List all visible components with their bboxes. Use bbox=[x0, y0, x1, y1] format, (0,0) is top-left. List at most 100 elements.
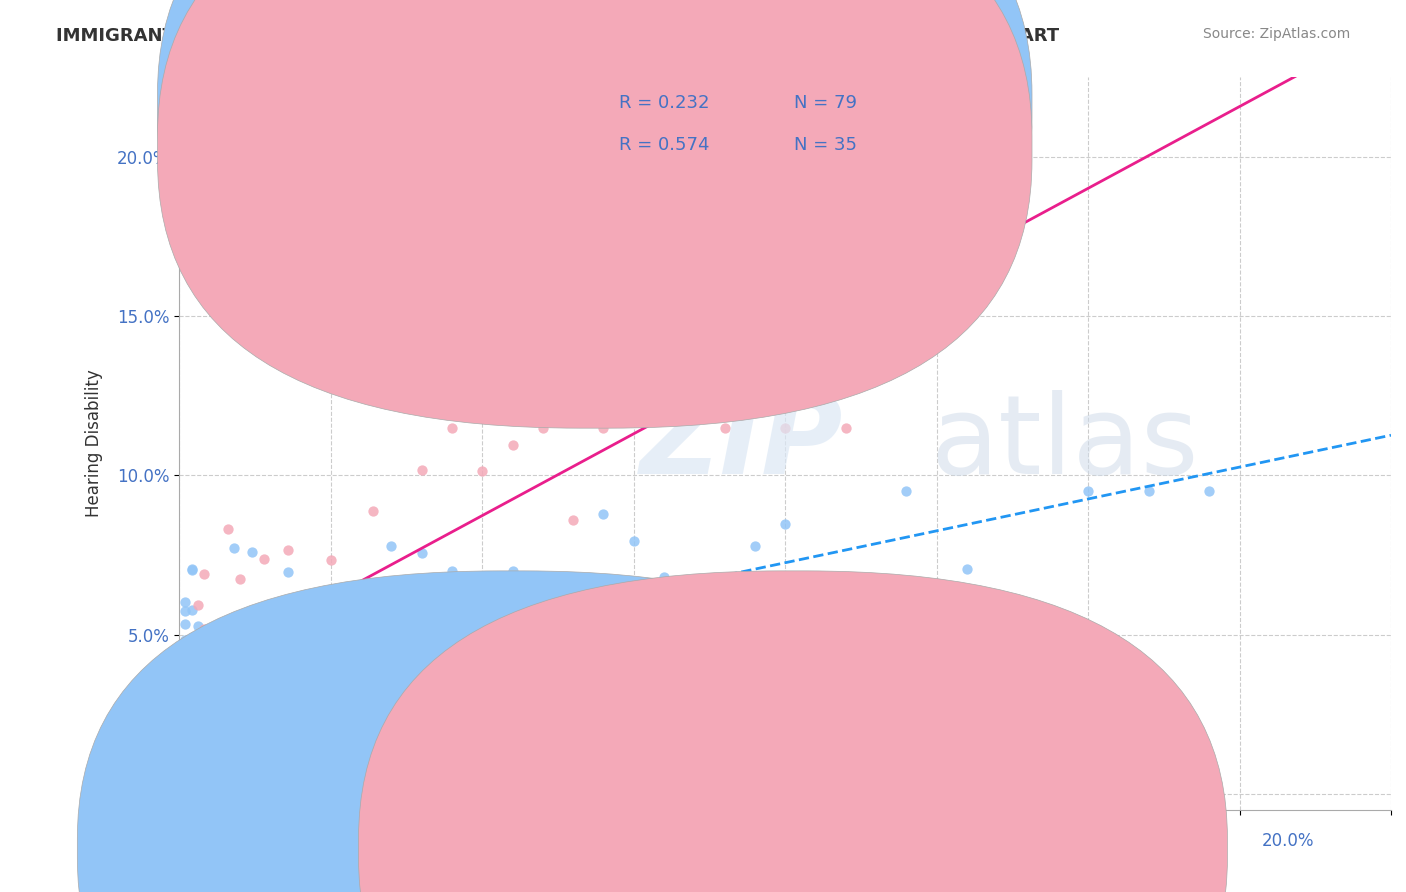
Point bbox=[198, 689, 221, 703]
Point bbox=[562, 671, 585, 685]
Point bbox=[180, 666, 202, 681]
Text: Source: ZipAtlas.com: Source: ZipAtlas.com bbox=[1202, 27, 1350, 41]
Point bbox=[180, 563, 202, 577]
Point bbox=[174, 617, 197, 632]
Point bbox=[713, 627, 735, 641]
Point bbox=[180, 646, 202, 660]
Point bbox=[253, 552, 276, 566]
Point bbox=[211, 737, 233, 751]
Text: 0.0%: 0.0% bbox=[91, 831, 134, 849]
Point bbox=[180, 562, 202, 576]
Point bbox=[180, 603, 202, 617]
Point bbox=[198, 683, 221, 698]
Point bbox=[896, 484, 918, 499]
Point bbox=[319, 553, 342, 567]
Point bbox=[174, 729, 197, 743]
Text: N = 35: N = 35 bbox=[794, 136, 858, 154]
Point bbox=[531, 584, 554, 599]
Point bbox=[380, 539, 402, 553]
Point bbox=[240, 624, 263, 639]
Point bbox=[835, 576, 858, 591]
Point bbox=[187, 723, 209, 738]
Point bbox=[222, 640, 245, 654]
Point bbox=[174, 695, 197, 709]
Point bbox=[1077, 484, 1099, 499]
Point bbox=[592, 507, 614, 521]
Point bbox=[229, 572, 252, 586]
Point bbox=[174, 595, 197, 609]
Point bbox=[652, 271, 675, 285]
Point bbox=[652, 570, 675, 584]
Point bbox=[744, 540, 766, 554]
Point bbox=[174, 632, 197, 647]
Text: Immigrants from Serbia: Immigrants from Serbia bbox=[531, 841, 713, 855]
Point bbox=[198, 738, 221, 752]
Point bbox=[1137, 484, 1160, 499]
Point bbox=[301, 657, 323, 671]
Point bbox=[253, 745, 276, 759]
Point bbox=[290, 669, 312, 683]
Point bbox=[174, 723, 197, 737]
Point bbox=[350, 596, 373, 610]
Point bbox=[174, 673, 197, 688]
Point bbox=[531, 420, 554, 434]
Point bbox=[193, 735, 215, 749]
Point bbox=[229, 620, 252, 634]
Point bbox=[198, 631, 221, 645]
Point bbox=[235, 722, 257, 736]
Point bbox=[502, 438, 524, 452]
Point bbox=[187, 635, 209, 649]
Text: 20.0%: 20.0% bbox=[1263, 831, 1315, 849]
Point bbox=[592, 420, 614, 434]
Text: R = 0.232: R = 0.232 bbox=[619, 94, 709, 112]
Text: Guamanians/Chamorros: Guamanians/Chamorros bbox=[813, 841, 997, 855]
Point bbox=[193, 622, 215, 636]
Point bbox=[277, 565, 299, 579]
Point bbox=[217, 647, 239, 661]
Point bbox=[773, 420, 796, 434]
Point bbox=[835, 420, 858, 434]
Point bbox=[440, 564, 463, 578]
Point bbox=[1017, 606, 1039, 620]
Point bbox=[193, 567, 215, 582]
Text: N = 79: N = 79 bbox=[794, 94, 858, 112]
Point bbox=[198, 694, 221, 708]
Point bbox=[193, 783, 215, 797]
Point bbox=[222, 541, 245, 555]
Point bbox=[266, 727, 288, 741]
Point bbox=[193, 783, 215, 797]
Point bbox=[204, 729, 226, 743]
Point bbox=[187, 722, 209, 736]
Point bbox=[211, 780, 233, 794]
Point bbox=[211, 703, 233, 717]
Point bbox=[193, 725, 215, 739]
Point bbox=[180, 713, 202, 727]
Point bbox=[623, 534, 645, 549]
Point bbox=[204, 666, 226, 681]
Point bbox=[204, 732, 226, 747]
Point bbox=[562, 513, 585, 527]
Text: atlas: atlas bbox=[931, 390, 1199, 497]
Point bbox=[956, 562, 979, 576]
Point bbox=[187, 758, 209, 772]
Y-axis label: Hearing Disability: Hearing Disability bbox=[86, 369, 103, 517]
Point bbox=[174, 715, 197, 730]
Point bbox=[301, 677, 323, 691]
Point bbox=[187, 598, 209, 612]
Point bbox=[411, 546, 433, 560]
Point bbox=[217, 660, 239, 674]
Point bbox=[266, 640, 288, 654]
Point bbox=[174, 739, 197, 754]
Point bbox=[1198, 484, 1220, 499]
Point bbox=[180, 783, 202, 797]
Point bbox=[174, 604, 197, 618]
Point bbox=[204, 710, 226, 724]
Point bbox=[217, 522, 239, 536]
Point bbox=[337, 587, 360, 601]
Point bbox=[773, 516, 796, 531]
Point bbox=[174, 752, 197, 766]
Point bbox=[229, 653, 252, 667]
Point bbox=[713, 420, 735, 434]
Point bbox=[411, 463, 433, 477]
Point bbox=[174, 714, 197, 729]
